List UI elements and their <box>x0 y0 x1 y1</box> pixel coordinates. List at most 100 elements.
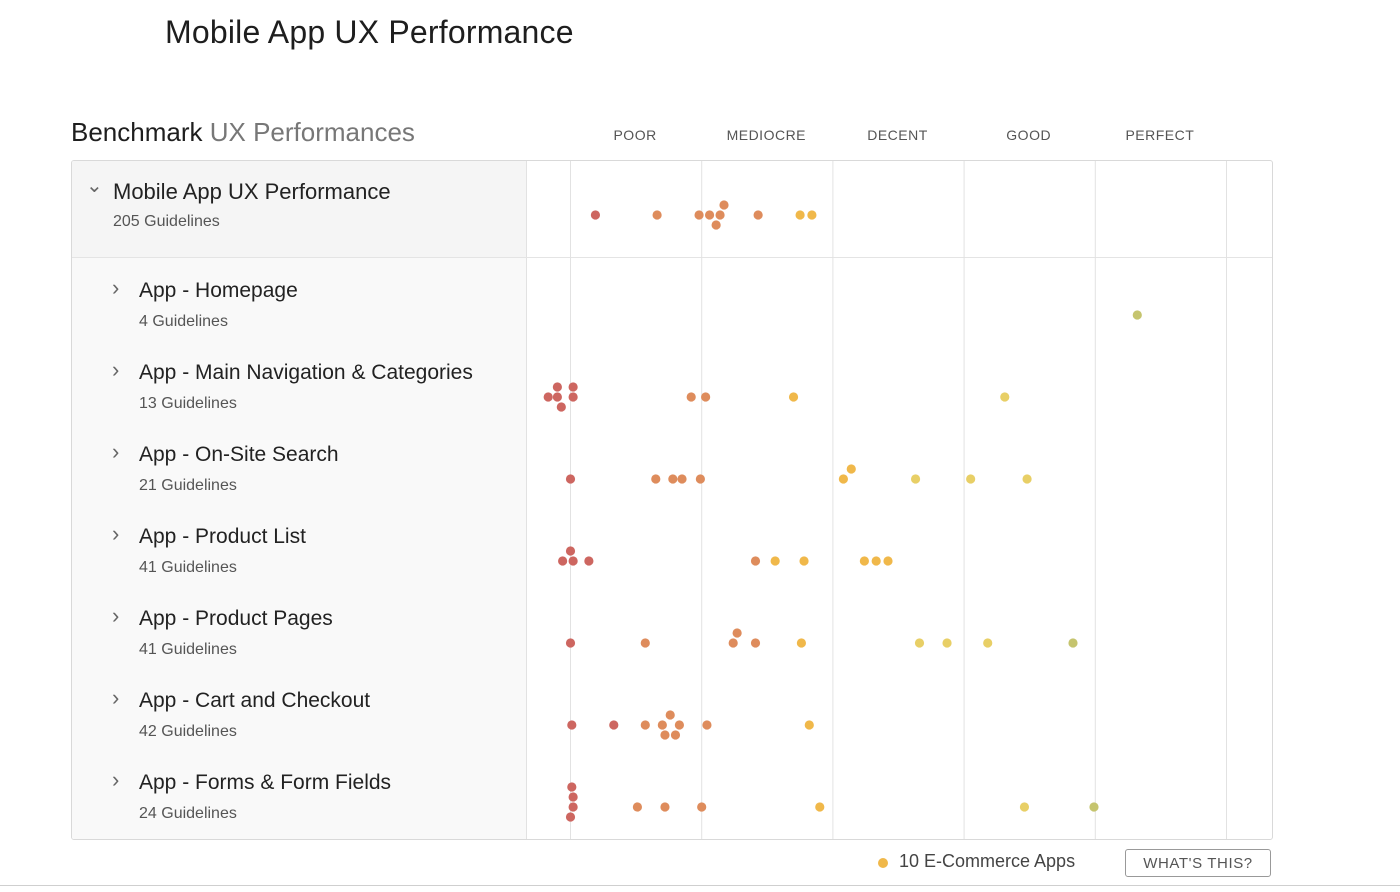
data-point[interactable] <box>640 720 650 730</box>
data-point[interactable] <box>1068 638 1078 648</box>
data-point[interactable] <box>799 556 809 566</box>
section-title-light: UX Performances <box>209 117 415 147</box>
data-point[interactable] <box>983 638 993 648</box>
data-point[interactable] <box>556 402 566 412</box>
data-point[interactable] <box>609 720 619 730</box>
data-point[interactable] <box>966 474 976 484</box>
data-point[interactable] <box>694 210 704 220</box>
section-title-bold: Benchmark <box>71 117 203 147</box>
row-guideline-count: 41 Guidelines <box>139 559 237 576</box>
row-guideline-count: 24 Guidelines <box>139 805 237 822</box>
data-point[interactable] <box>568 392 578 402</box>
data-point[interactable] <box>804 720 814 730</box>
row-name: App - Homepage <box>139 279 298 302</box>
data-point[interactable] <box>1132 310 1142 320</box>
data-point[interactable] <box>695 474 705 484</box>
row-guideline-count: 13 Guidelines <box>139 395 237 412</box>
data-point[interactable] <box>670 730 681 740</box>
data-point[interactable] <box>753 210 763 220</box>
data-point[interactable] <box>543 392 553 402</box>
data-point[interactable] <box>565 638 576 648</box>
data-point[interactable] <box>1019 802 1030 812</box>
data-point[interactable] <box>838 474 848 484</box>
data-point[interactable] <box>565 474 576 484</box>
data-point[interactable] <box>770 556 780 566</box>
legend-label: 10 E-Commerce Apps <box>899 851 1076 871</box>
summary-row-background <box>72 161 526 257</box>
data-point[interactable] <box>1022 474 1032 484</box>
data-point[interactable] <box>567 720 577 730</box>
data-point[interactable] <box>640 638 650 648</box>
data-point[interactable] <box>702 720 712 730</box>
data-point[interactable] <box>942 638 952 648</box>
data-point[interactable] <box>859 556 869 566</box>
data-point[interactable] <box>565 546 576 556</box>
chevron-right-icon: › <box>112 275 120 300</box>
data-point[interactable] <box>750 638 761 648</box>
rating-label-decent: DECENT <box>867 127 928 143</box>
data-point[interactable] <box>568 802 578 812</box>
section-title: Benchmark UX Performances <box>71 117 415 148</box>
data-point[interactable] <box>632 802 643 812</box>
data-point[interactable] <box>558 556 568 566</box>
data-point[interactable] <box>807 210 817 220</box>
data-point[interactable] <box>565 812 576 822</box>
chevron-down-icon: ⌄ <box>86 175 103 197</box>
data-point[interactable] <box>728 638 738 648</box>
guideline-list <box>72 161 527 839</box>
chevron-right-icon: › <box>112 767 120 792</box>
data-point[interactable] <box>697 802 707 812</box>
data-point[interactable] <box>652 210 662 220</box>
data-point[interactable] <box>715 210 725 220</box>
data-point[interactable] <box>674 720 684 730</box>
row-guideline-count: 41 Guidelines <box>139 641 237 658</box>
data-point[interactable] <box>651 474 661 484</box>
row-name: Mobile App UX Performance <box>113 179 391 204</box>
rating-label-mediocre: MEDIOCRE <box>726 127 807 143</box>
data-point[interactable] <box>1089 802 1099 812</box>
data-point[interactable] <box>871 556 881 566</box>
row-name: App - Forms & Form Fields <box>139 771 392 794</box>
data-point[interactable] <box>584 556 594 566</box>
row-guideline-count: 4 Guidelines <box>139 313 228 330</box>
data-point[interactable] <box>732 628 742 638</box>
bottom-divider <box>0 885 1400 886</box>
data-point[interactable] <box>552 392 562 402</box>
rating-label-perfect: PERFECT <box>1125 127 1195 143</box>
data-point[interactable] <box>750 556 761 566</box>
data-point[interactable] <box>660 730 670 740</box>
data-point[interactable] <box>795 210 805 220</box>
data-point[interactable] <box>665 710 675 720</box>
whats-this-button[interactable]: WHAT'S THIS? <box>1125 849 1271 877</box>
data-point[interactable] <box>668 474 678 484</box>
data-point[interactable] <box>796 638 807 648</box>
summary-divider <box>72 257 1272 258</box>
data-point[interactable] <box>711 220 721 230</box>
data-point[interactable] <box>657 720 667 730</box>
row-name: App - Product List <box>139 525 306 548</box>
data-point[interactable] <box>914 638 925 648</box>
data-point[interactable] <box>552 382 562 392</box>
data-point[interactable] <box>719 200 729 210</box>
data-point[interactable] <box>567 782 577 792</box>
data-point[interactable] <box>701 392 711 402</box>
data-point[interactable] <box>590 210 601 220</box>
row-name: App - Cart and Checkout <box>139 689 371 712</box>
data-point[interactable] <box>815 802 825 812</box>
data-point[interactable] <box>660 802 670 812</box>
data-point[interactable] <box>686 392 696 402</box>
row-guideline-count: 42 Guidelines <box>139 723 237 740</box>
data-point[interactable] <box>704 210 715 220</box>
data-point[interactable] <box>568 792 578 802</box>
data-point[interactable] <box>568 556 578 566</box>
rating-label-poor: POOR <box>613 127 657 143</box>
row-name: App - Product Pages <box>139 607 333 630</box>
data-point[interactable] <box>910 474 921 484</box>
data-point[interactable] <box>788 392 799 402</box>
data-point[interactable] <box>568 382 578 392</box>
rating-label-good: GOOD <box>1006 127 1052 143</box>
data-point[interactable] <box>883 556 893 566</box>
data-point[interactable] <box>1000 392 1010 402</box>
data-point[interactable] <box>677 474 687 484</box>
data-point[interactable] <box>846 464 856 474</box>
